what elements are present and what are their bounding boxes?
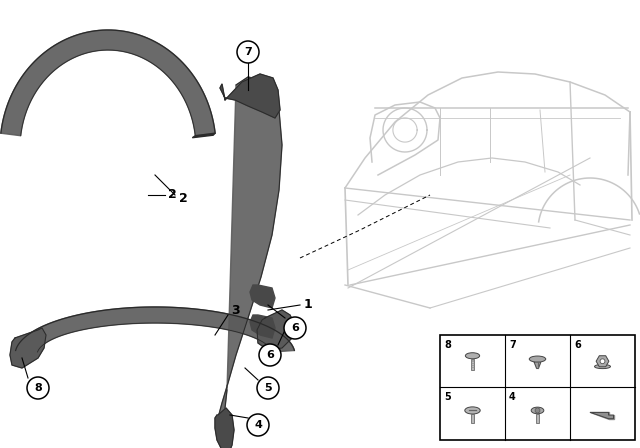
- Circle shape: [247, 414, 269, 436]
- Polygon shape: [250, 315, 275, 338]
- Text: 6: 6: [291, 323, 299, 333]
- Circle shape: [284, 317, 306, 339]
- Text: 8: 8: [444, 340, 451, 350]
- Circle shape: [259, 344, 281, 366]
- Ellipse shape: [531, 407, 544, 414]
- Text: 6: 6: [266, 350, 274, 360]
- Polygon shape: [250, 285, 275, 308]
- Text: 7: 7: [244, 47, 252, 57]
- Polygon shape: [215, 408, 234, 448]
- Text: 4: 4: [509, 392, 516, 402]
- Bar: [470, 359, 474, 370]
- Polygon shape: [1, 30, 215, 136]
- Polygon shape: [217, 77, 282, 440]
- Polygon shape: [590, 413, 614, 419]
- Text: 5: 5: [264, 383, 272, 393]
- Text: 6: 6: [574, 340, 580, 350]
- Circle shape: [257, 377, 279, 399]
- Text: 3: 3: [230, 303, 239, 316]
- Circle shape: [237, 41, 259, 63]
- Text: 4: 4: [254, 420, 262, 430]
- Bar: [440, 335, 635, 440]
- Text: 5: 5: [444, 392, 451, 402]
- Ellipse shape: [465, 353, 479, 359]
- Text: 8: 8: [34, 383, 42, 393]
- Circle shape: [27, 377, 49, 399]
- Polygon shape: [534, 362, 541, 368]
- Text: 2: 2: [179, 193, 188, 206]
- Text: 2: 2: [168, 189, 177, 202]
- Ellipse shape: [595, 364, 611, 369]
- Circle shape: [600, 359, 605, 364]
- Polygon shape: [220, 74, 280, 118]
- Bar: [536, 414, 540, 423]
- Ellipse shape: [529, 356, 546, 362]
- Text: 7: 7: [509, 340, 516, 350]
- Polygon shape: [10, 328, 46, 368]
- Polygon shape: [192, 133, 215, 138]
- Bar: [470, 414, 474, 423]
- Polygon shape: [257, 310, 295, 350]
- Ellipse shape: [465, 407, 480, 414]
- Text: 1: 1: [303, 298, 312, 311]
- Polygon shape: [15, 307, 294, 352]
